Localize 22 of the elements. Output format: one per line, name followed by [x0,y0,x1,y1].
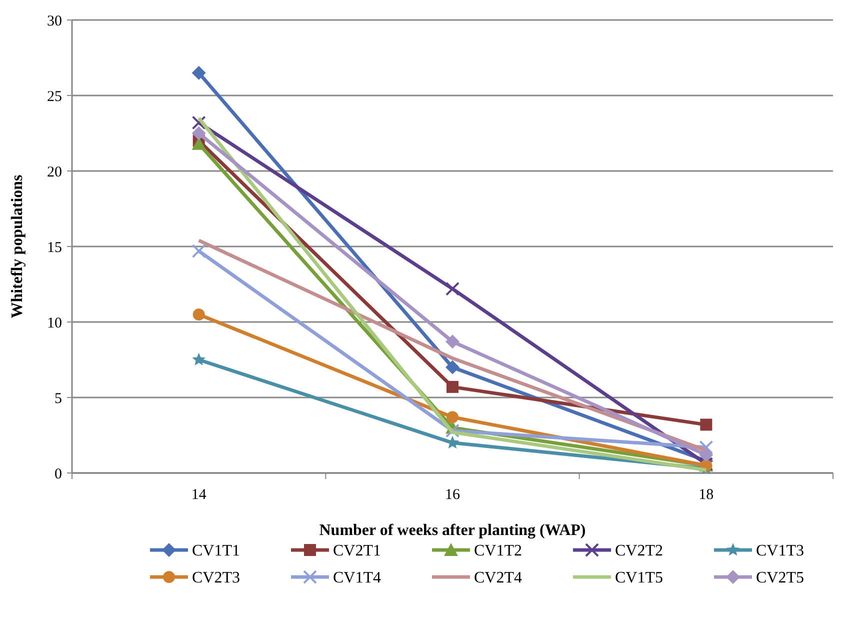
x-tick-label: 16 [445,487,460,503]
y-tick-label: 25 [47,88,62,105]
legend-label: CV2T4 [474,570,522,587]
legend-label: CV1T2 [474,542,522,560]
x-tick-label: 14 [191,487,207,503]
legend-label: CV1T3 [756,542,804,560]
legend-label: CV1T1 [192,542,240,560]
legend-label: CV1T4 [333,570,381,587]
x-axis-title: Number of weeks after planting (WAP) [319,522,586,539]
y-axis-title: Whitefly populations [9,174,26,318]
y-tick-label: 5 [54,390,62,407]
legend-label: CV2T1 [333,542,381,560]
x-tick-label: 18 [698,487,714,503]
legend-label: CV2T5 [756,570,804,587]
legend-label: CV2T2 [615,542,663,560]
y-tick-label: 0 [54,466,62,482]
legend-label: CV2T3 [192,570,240,587]
legend-label: CV1T5 [615,570,663,587]
y-tick-label: 15 [47,240,62,256]
y-tick-label: 10 [47,315,62,332]
y-tick-label: 30 [47,13,62,30]
y-tick-label: 20 [47,164,62,180]
